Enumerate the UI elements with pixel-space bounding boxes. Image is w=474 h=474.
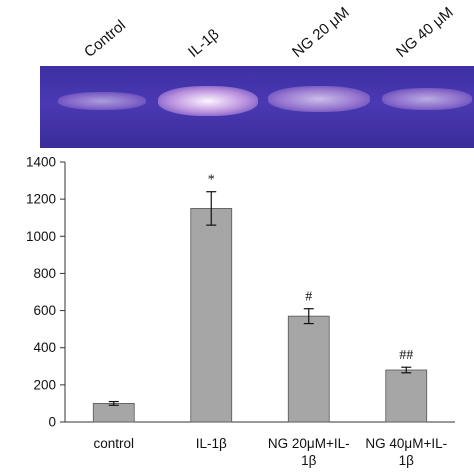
gel-lane-label-ng20: NG 20 μM [289,3,353,61]
y-tick-label: 200 [33,377,56,392]
bar [287,315,330,423]
x-tick-label: control [93,436,134,451]
gel-lane-label-il1b: IL-1β [185,25,223,61]
gel-band-ng20 [268,86,370,112]
zymography-gel-image [40,66,474,148]
x-tick-label: 1β [301,453,317,468]
gel-lane-labels: Control IL-1β NG 20 μM NG 40 μM [0,0,474,66]
y-tick-label: 1000 [26,229,56,244]
bar [385,369,428,423]
gel-band-ng40 [382,88,472,110]
y-tick-label: 600 [33,303,56,318]
y-tick-label: 400 [33,340,56,355]
gel-lane-label-ng40: NG 40 μM [393,3,457,61]
significance-mark: # [305,290,312,305]
y-tick-label: 1200 [26,192,56,207]
y-tick-label: 1400 [26,155,56,170]
bar [92,403,135,423]
bar [190,208,233,423]
significance-mark: * [208,173,215,188]
x-tick-label: NG 20μM+IL- [268,436,350,451]
y-tick-label: 800 [33,266,56,281]
gel-lane-label-control: Control [81,16,130,61]
x-tick-label: 1β [399,453,415,468]
gel-band-il1b [158,86,258,116]
gel-band-control [58,92,146,110]
x-tick-label: IL-1β [196,436,227,451]
y-tick-label: 0 [48,415,56,430]
significance-mark: ## [399,348,413,363]
bar-chart: 0 200 400 600 800 1000 1200 1400 control * IL-1β # N… [26,155,455,468]
x-tick-label: NG 40μM+IL- [365,436,447,451]
